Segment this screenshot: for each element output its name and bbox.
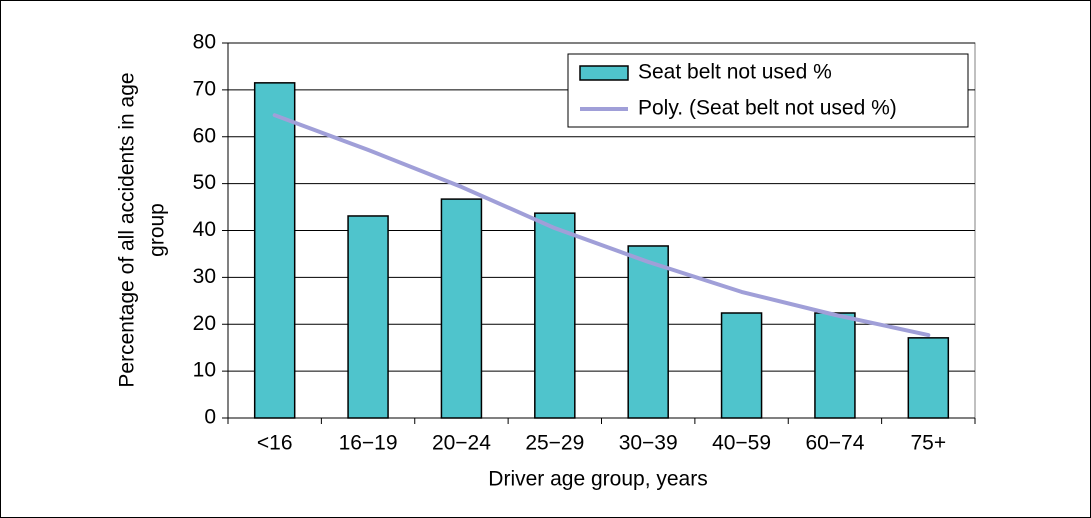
bar [907,337,950,419]
y-tick-label: 50 [193,171,216,194]
bar [627,245,669,419]
y-axis-label: Percentage of all accidents in age [116,72,139,387]
trend-line [272,113,931,338]
y-axis-label: group [146,203,169,257]
legend-swatch [579,65,629,81]
y-tick-label: 30 [193,265,216,288]
x-axis-label: Driver age group, years [488,468,707,491]
y-tick-label: 80 [193,31,216,54]
x-tick-label: 60−74 [805,432,864,455]
bar [814,312,856,419]
y-tick-label: 40 [193,218,216,241]
y-tick-label: 70 [193,77,216,100]
x-tick-label: 75+ [911,432,947,455]
legend-label: Seat belt not used % [638,61,832,84]
x-tick-label: 40−59 [712,432,771,455]
legend-label: Poly. (Seat belt not used %) [638,97,897,120]
bar [720,312,763,419]
bar [440,198,483,419]
bar [534,212,576,419]
x-tick-label: <16 [257,432,293,455]
bar [253,82,296,419]
legend [567,53,969,128]
x-tick-label: 16−19 [339,432,398,455]
y-tick-label: 10 [193,359,216,382]
y-tick-label: 20 [193,312,216,335]
x-tick-label: 20−24 [432,432,491,455]
y-tick-label: 60 [193,124,216,147]
x-tick-label: 25−29 [525,432,584,455]
y-tick-label: 0 [204,406,216,429]
bar [347,215,389,419]
x-tick-label: 30−39 [619,432,678,455]
